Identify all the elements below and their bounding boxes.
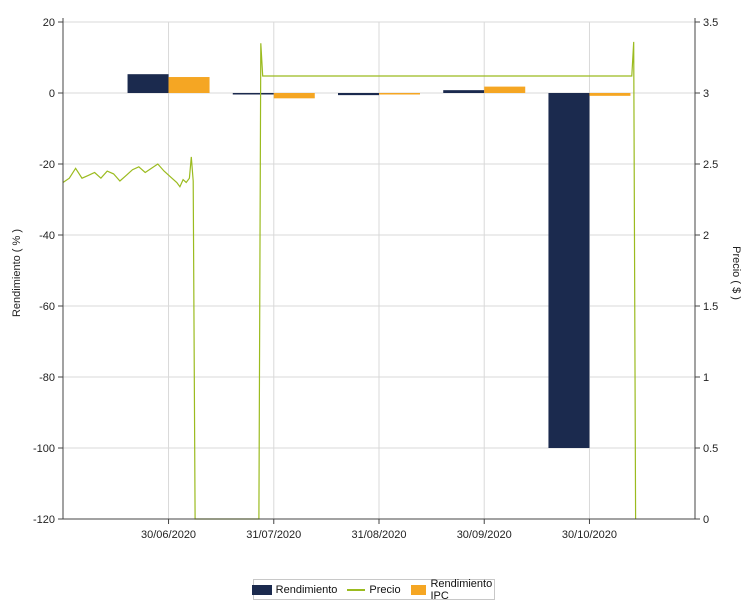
bar-rendimiento-ipc-3 <box>484 86 526 93</box>
y-right-tick-label-7: 0 <box>703 514 709 526</box>
legend-label-precio: Precio <box>369 583 401 596</box>
y-left-tick-label-7: -120 <box>33 514 55 526</box>
legend-label-rendimiento: Rendimiento <box>275 583 338 596</box>
legend-item-rendimiento[interactable]: Rendimiento <box>251 583 338 596</box>
y-right-axis-title: Precio ( $ ) <box>730 246 742 300</box>
y-left-tick-label-2: -20 <box>39 159 55 171</box>
chart-legend: Rendimiento Precio Rendimiento IPC <box>251 577 497 602</box>
legend-item-precio[interactable]: Precio <box>347 583 401 596</box>
y-right-tick-label-2: 2.5 <box>703 159 718 171</box>
x-tick-label-1: 31/07/2020 <box>246 529 301 541</box>
gridlines <box>63 21 695 520</box>
y-right-tick-label-5: 1 <box>703 372 709 384</box>
legend-swatch-rendimiento-ipc <box>410 584 427 595</box>
bar-rendimiento-2 <box>338 93 379 96</box>
x-tick-label-0: 30/06/2020 <box>141 529 196 541</box>
bar-rendimiento-ipc-0 <box>168 77 210 93</box>
y-right-tick-label-1: 3 <box>703 88 709 100</box>
y-right-tick-label-0: 3.5 <box>703 17 718 29</box>
legend-swatch-rendimiento <box>251 584 272 595</box>
bar-series-group <box>127 74 631 448</box>
x-tick-label-3: 30/09/2020 <box>457 529 512 541</box>
y-left-tick-label-0: 20 <box>43 17 55 29</box>
y-left-tick-label-3: -40 <box>39 230 55 242</box>
y-left-axis-title: Rendimiento ( % ) <box>11 229 23 317</box>
x-tick-label-2: 31/08/2020 <box>351 529 406 541</box>
y-left-tick-label-1: 0 <box>49 88 55 100</box>
bar-rendimiento-4 <box>548 93 590 448</box>
bar-rendimiento-ipc-1 <box>273 93 315 99</box>
bar-rendimiento-ipc-4 <box>589 93 631 96</box>
bar-rendimiento-3 <box>443 90 485 93</box>
legend-swatch-precio <box>347 588 366 591</box>
y-left-tick-label-5: -80 <box>39 372 55 384</box>
axes: 20 0 -20 -40 -60 -80 -100 -120 3.5 3 2.5 2 1.5 1 0.5 0 3… <box>33 17 718 541</box>
bar-rendimiento-0 <box>127 74 169 93</box>
y-right-tick-label-4: 1.5 <box>703 301 718 313</box>
y-right-tick-label-3: 2 <box>703 230 709 242</box>
y-right-tick-label-6: 0.5 <box>703 443 718 455</box>
bar-rendimiento-1 <box>232 93 274 95</box>
bar-rendimiento-ipc-2 <box>379 93 420 95</box>
legend-label-rendimiento-ipc: Rendimiento IPC <box>430 577 493 602</box>
y-left-tick-label-6: -100 <box>33 443 55 455</box>
x-tick-label-4: 30/10/2020 <box>562 529 617 541</box>
legend-item-rendimiento-ipc[interactable]: Rendimiento IPC <box>410 577 497 602</box>
y-left-tick-label-4: -60 <box>39 301 55 313</box>
